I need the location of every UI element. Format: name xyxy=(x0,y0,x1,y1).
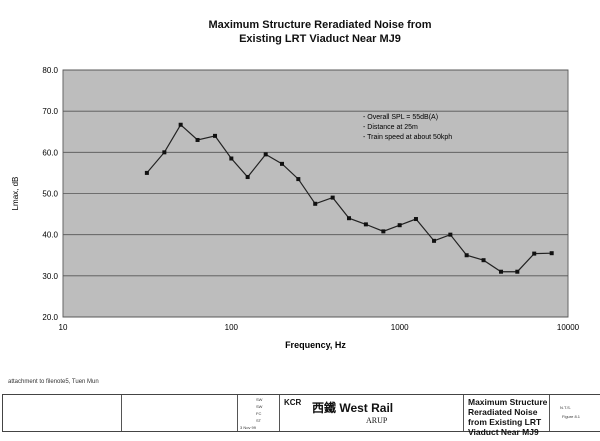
data-point xyxy=(363,222,368,227)
data-point xyxy=(532,251,537,256)
y-tick-label: 20.0 xyxy=(42,313,58,322)
title-line-2: Existing LRT Viaduct Near MJ9 xyxy=(239,33,401,45)
initial: SW xyxy=(256,397,263,402)
data-point xyxy=(313,201,318,206)
data-point xyxy=(162,150,167,155)
data-point xyxy=(144,170,149,175)
kcr-logo: KCR xyxy=(284,398,302,407)
drawing-title: Maximum Structure Reradiated Noise from … xyxy=(468,397,547,437)
drawing-title-line: Maximum Structure xyxy=(468,397,548,407)
data-point xyxy=(464,253,469,258)
chart-title: Maximum Structure Reradiated Noise from … xyxy=(0,18,600,46)
x-tick-label: 10000 xyxy=(557,323,580,332)
title-block xyxy=(2,394,600,432)
drawing-title-line: from Existing LRT xyxy=(468,417,542,427)
data-point xyxy=(195,137,200,142)
y-tick-label: 30.0 xyxy=(42,272,58,281)
annotation: - Overall SPL = 55dB(A) xyxy=(363,114,438,121)
initial: ST xyxy=(256,418,262,423)
y-tick-label: 80.0 xyxy=(42,66,58,75)
y-tick-label: 40.0 xyxy=(42,231,58,240)
annotation: - Train speed at about 50kph xyxy=(363,134,452,141)
arup-logo: ARUP xyxy=(366,416,388,425)
attachment-note: attachment to filenote5, Tuen Mun xyxy=(8,379,99,385)
title-line-1: Maximum Structure Reradiated Noise from xyxy=(208,19,432,31)
x-tick-label: 100 xyxy=(225,323,239,332)
annotation: - Distance at 25m xyxy=(363,124,418,131)
y-tick-label: 70.0 xyxy=(42,107,58,116)
data-point xyxy=(245,175,250,180)
data-point xyxy=(330,195,335,200)
data-point xyxy=(448,232,453,237)
data-point xyxy=(213,133,218,138)
initial: SW xyxy=(256,404,263,409)
data-point xyxy=(229,156,234,161)
data-point xyxy=(413,217,418,222)
initial: FC xyxy=(256,411,262,416)
y-axis-label: Lmax, dB xyxy=(11,177,20,211)
data-point xyxy=(481,258,486,263)
figure-number: Figure 8.1 xyxy=(562,414,581,419)
x-axis-label: Frequency, Hz xyxy=(285,340,346,350)
data-point xyxy=(178,122,183,127)
data-point xyxy=(263,152,268,157)
data-point xyxy=(432,238,437,243)
drawing-title-line: Reradiated Noise xyxy=(468,407,538,417)
data-point xyxy=(549,251,554,256)
data-point xyxy=(515,269,520,274)
y-tick-label: 50.0 xyxy=(42,190,58,199)
west-rail-logo: 西鐵 West Rail xyxy=(312,401,394,415)
y-tick-label: 60.0 xyxy=(42,148,58,157)
x-tick-label: 10 xyxy=(59,323,68,332)
data-point xyxy=(397,223,402,228)
data-point xyxy=(499,269,504,274)
x-tick-label: 1000 xyxy=(391,323,409,332)
scale: N.T.S. xyxy=(560,405,571,410)
date: 3 Nov 99 xyxy=(240,425,257,430)
chart: 20.0 30.0 40.0 50.0 60.0 70.0 80.0 10 100 1000 100… xyxy=(11,66,580,350)
data-point xyxy=(381,229,386,234)
data-point xyxy=(280,161,285,166)
data-point xyxy=(296,177,301,182)
data-point xyxy=(346,216,351,221)
drawing-title-line: Viaduct Near MJ9 xyxy=(468,427,539,437)
